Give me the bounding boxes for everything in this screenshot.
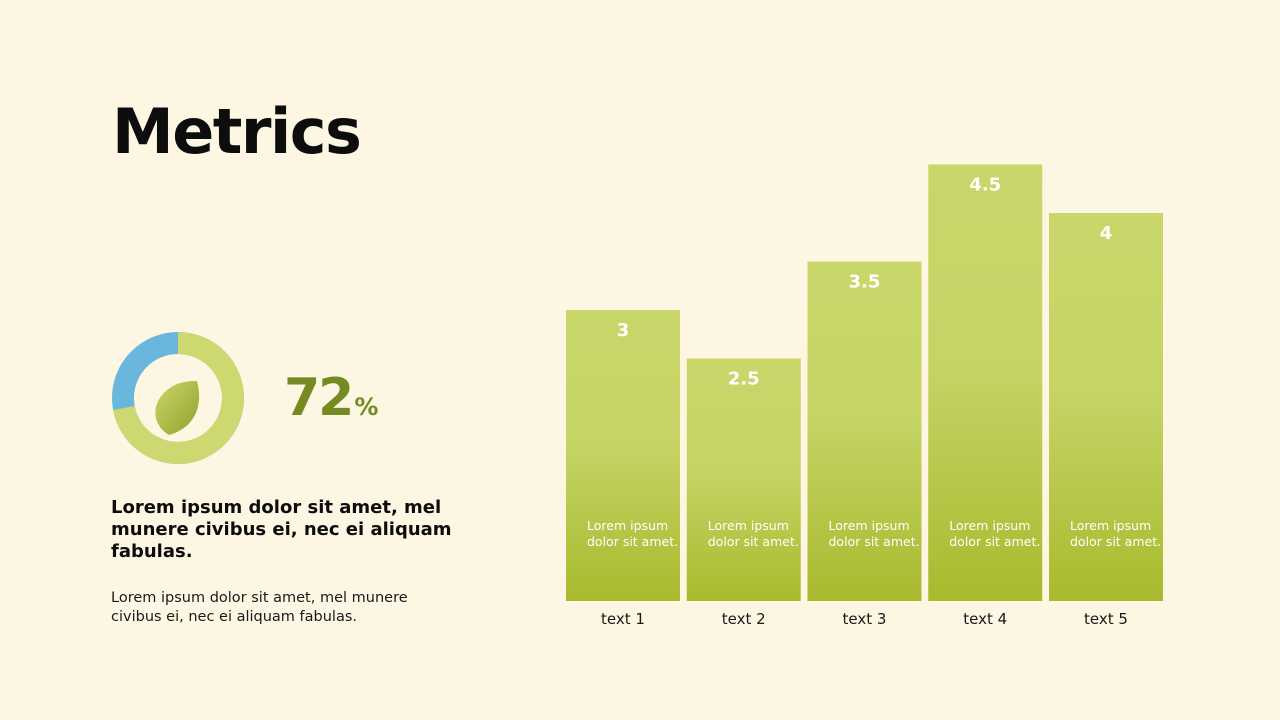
bar-value-label: 3 [617,320,630,341]
category-label: text 5 [1084,610,1128,628]
bar-value-label: 2.5 [728,369,760,390]
leaf-icon [155,381,200,435]
bar-5 [1049,213,1163,601]
category-label: text 4 [963,610,1007,628]
bar-2 [686,358,801,601]
percent-sign: % [354,393,379,421]
bar-caption: Lorem ipsum dolor sit amet. [587,518,678,549]
bar-caption: Lorem ipsum dolor sit amet. [1070,518,1161,549]
page-title: Metrics [112,95,362,168]
bar-4 [928,164,1043,601]
category-label: text 2 [722,610,766,628]
bar-3 [807,261,922,601]
bar-caption: Lorem ipsum dolor sit amet. [949,518,1040,549]
bar-caption: Lorem ipsum dolor sit amet. [708,518,799,549]
percent-number: 72 [284,368,354,428]
percent-readout: 72% [284,370,378,438]
category-label: text 1 [601,610,645,628]
summary-heading: Lorem ipsum dolor sit amet, mel munere c… [111,497,452,562]
summary-body: Lorem ipsum dolor sit amet, mel munere c… [111,590,408,625]
bar-value-label: 3.5 [849,272,881,293]
bar-caption: Lorem ipsum dolor sit amet. [829,518,920,549]
donut-value-arc [112,332,244,464]
bar-1 [566,310,680,601]
bar-value-label: 4 [1100,223,1113,244]
donut-chart [112,332,244,464]
category-label: text 3 [843,610,887,628]
bar-value-label: 4.5 [969,175,1001,196]
